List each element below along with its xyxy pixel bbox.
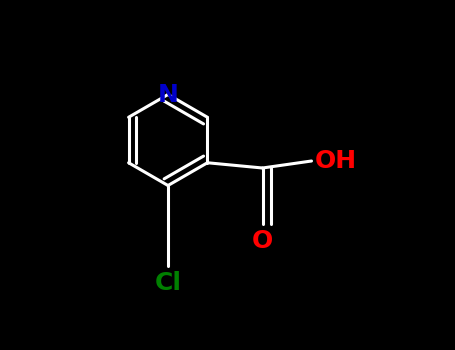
Text: Cl: Cl: [155, 271, 182, 295]
Text: N: N: [157, 83, 178, 106]
Text: OH: OH: [315, 149, 357, 173]
Text: O: O: [252, 229, 273, 253]
